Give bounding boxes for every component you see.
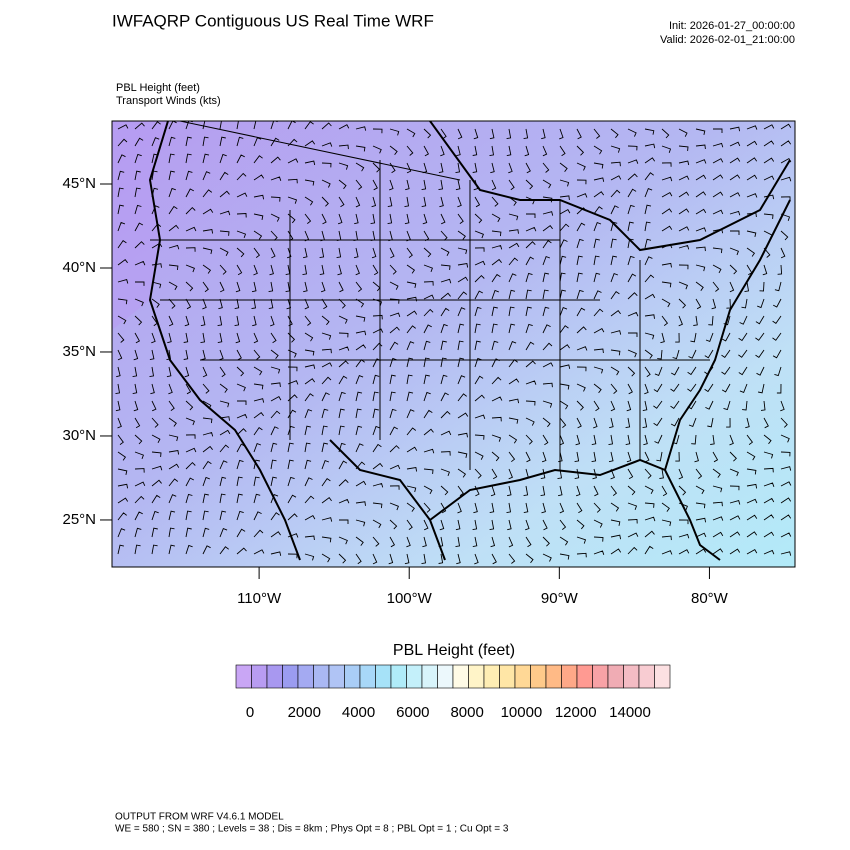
colorbar-tick-label: 0 bbox=[246, 704, 254, 721]
valid-time: Valid: 2026-02-01_21:00:00 bbox=[660, 34, 795, 46]
colorbar-box bbox=[607, 664, 624, 689]
y-tick-label: 45°N bbox=[62, 175, 96, 192]
colorbar-box bbox=[406, 664, 423, 689]
colorbar-box bbox=[576, 664, 593, 689]
colorbar-box bbox=[468, 664, 485, 689]
colorbar-box bbox=[344, 664, 361, 689]
footer-line: WE = 580 ; SN = 380 ; Levels = 38 ; Dis … bbox=[115, 824, 509, 835]
colorbar-box bbox=[499, 664, 516, 689]
colorbar-box bbox=[638, 664, 655, 689]
footer-line: OUTPUT FROM WRF V4.6.1 MODEL bbox=[115, 812, 284, 823]
colorbar-title: PBL Height (feet) bbox=[393, 642, 515, 659]
colorbar-box bbox=[545, 664, 562, 689]
wind-barbs bbox=[115, 121, 792, 565]
colorbar-box bbox=[452, 664, 469, 689]
y-tick-label: 40°N bbox=[62, 259, 96, 276]
colorbar-box bbox=[313, 664, 330, 689]
colorbar-tick-label: 12000 bbox=[555, 704, 597, 721]
colorbar-tick-label: 14000 bbox=[609, 704, 651, 721]
colorbar-box bbox=[359, 664, 376, 689]
init-time: Init: 2026-01-27_00:00:00 bbox=[669, 20, 795, 32]
colorbar-box bbox=[623, 664, 640, 689]
colorbar-tick-label: 4000 bbox=[342, 704, 375, 721]
colorbar-box bbox=[514, 664, 531, 689]
coastline bbox=[148, 121, 791, 561]
x-tick-label: 100°W bbox=[387, 590, 433, 607]
y-tick-label: 35°N bbox=[62, 343, 96, 360]
colorbar-box bbox=[654, 664, 671, 689]
title: IWFAQRP Contiguous US Real Time WRF bbox=[112, 11, 434, 30]
colorbar-box bbox=[297, 664, 314, 689]
colorbar-tick-label: 6000 bbox=[396, 704, 429, 721]
colorbar: 0 2000 4000 6000 8000 10000 12000 14000 bbox=[235, 664, 671, 721]
colorbar-box bbox=[592, 664, 609, 689]
map-background bbox=[112, 121, 795, 567]
colorbar-box bbox=[530, 664, 547, 689]
colorbar-box bbox=[328, 664, 345, 689]
colorbar-tick-label: 10000 bbox=[501, 704, 543, 721]
colorbar-box bbox=[375, 664, 392, 689]
field-label: PBL Height (feet) bbox=[116, 82, 200, 94]
colorbar-box bbox=[235, 664, 252, 689]
colorbar-box bbox=[437, 664, 454, 689]
x-tick-label: 110°W bbox=[237, 590, 282, 607]
colorbar-box bbox=[390, 664, 407, 689]
y-tick-label: 30°N bbox=[62, 427, 96, 444]
x-tick-label: 80°W bbox=[691, 590, 729, 607]
colorbar-box bbox=[251, 664, 268, 689]
barb-field bbox=[115, 121, 792, 565]
colorbar-box bbox=[483, 664, 500, 689]
x-tick-label: 90°W bbox=[541, 590, 579, 607]
ocean-shade bbox=[112, 121, 168, 330]
colorbar-tick-label: 8000 bbox=[450, 704, 483, 721]
colorbar-box bbox=[561, 664, 578, 689]
colorbar-box bbox=[282, 664, 299, 689]
map-frame bbox=[111, 120, 796, 568]
colorbar-tick-label: 2000 bbox=[288, 704, 321, 721]
colorbar-box bbox=[266, 664, 283, 689]
field-label: Transport Winds (kts) bbox=[116, 95, 221, 107]
colorbar-box bbox=[421, 664, 438, 689]
map bbox=[112, 121, 795, 567]
y-tick-label: 25°N bbox=[62, 511, 96, 528]
